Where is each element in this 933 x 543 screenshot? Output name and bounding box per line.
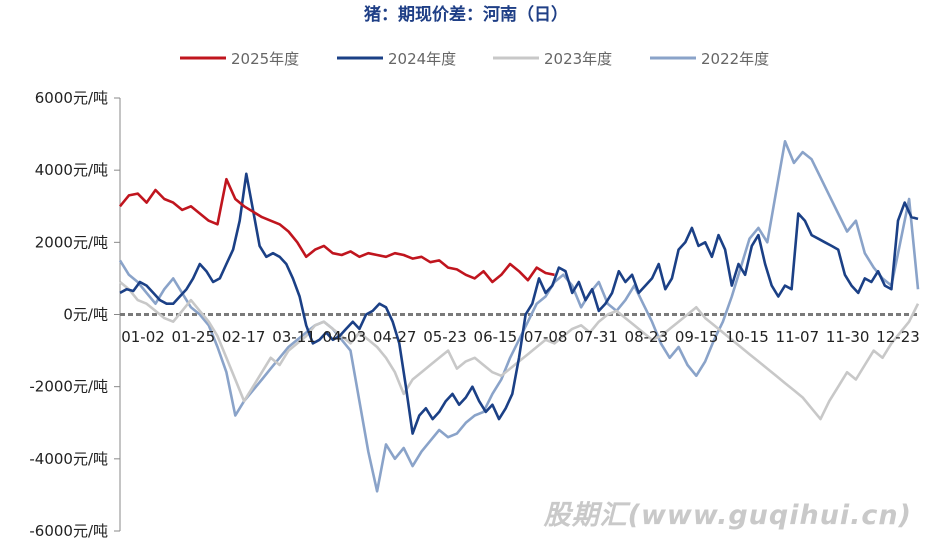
- legend-label: 2023年度: [544, 50, 612, 68]
- x-tick-label: 11-30: [826, 328, 870, 346]
- y-tick-label: -4000元/吨: [29, 450, 108, 468]
- y-tick-label: 0元/吨: [63, 306, 108, 324]
- legend-label: 2025年度: [231, 50, 299, 68]
- x-tick-label: 09-15: [675, 328, 719, 346]
- legend: 2025年度 2024年度 2023年度 2022年度: [180, 50, 769, 68]
- axes: 6000元/吨 4000元/吨 2000元/吨 0元/吨 -2000元/吨 -4000元/…: [29, 89, 918, 540]
- y-tick-label: 2000元/吨: [35, 233, 108, 251]
- x-tick-label: 06-15: [474, 328, 518, 346]
- series-line-2022年度: [118, 140, 920, 493]
- x-tick-label: 10-15: [725, 328, 769, 346]
- x-tick-label: 04-03: [323, 328, 367, 346]
- legend-label: 2022年度: [701, 50, 769, 68]
- y-tick-label: -6000元/吨: [29, 522, 108, 540]
- x-tick-label: 12-23: [876, 328, 920, 346]
- x-tick-label: 03-11: [272, 328, 316, 346]
- x-tick-label: 04-27: [373, 328, 417, 346]
- x-tick-label: 02-17: [222, 328, 266, 346]
- y-tick-label: 4000元/吨: [35, 161, 108, 179]
- x-tick-label: 07-08: [524, 328, 568, 346]
- y-tick-label: 6000元/吨: [35, 89, 108, 107]
- x-tick-label: 01-25: [172, 328, 216, 346]
- x-tick-label: 07-31: [574, 328, 618, 346]
- series-layer: [118, 140, 920, 493]
- y-tick-label: -2000元/吨: [29, 378, 108, 396]
- x-tick-label: 01-02: [121, 328, 165, 346]
- watermark: 股期汇(www.guqihui.cn): [543, 500, 912, 531]
- legend-label: 2024年度: [388, 50, 456, 68]
- chart-title: 猪：期现价差：河南（日）: [364, 4, 568, 25]
- x-tick-label: 05-23: [423, 328, 467, 346]
- x-tick-label: 11-07: [776, 328, 820, 346]
- x-tick-label: 08-23: [625, 328, 669, 346]
- x-axis-tick-labels: 01-02 01-25 02-17 03-11 04-03 04-27 05-23 06-15…: [121, 328, 920, 346]
- series-line-2024年度: [119, 172, 919, 435]
- series-line-2025年度: [118, 177, 555, 284]
